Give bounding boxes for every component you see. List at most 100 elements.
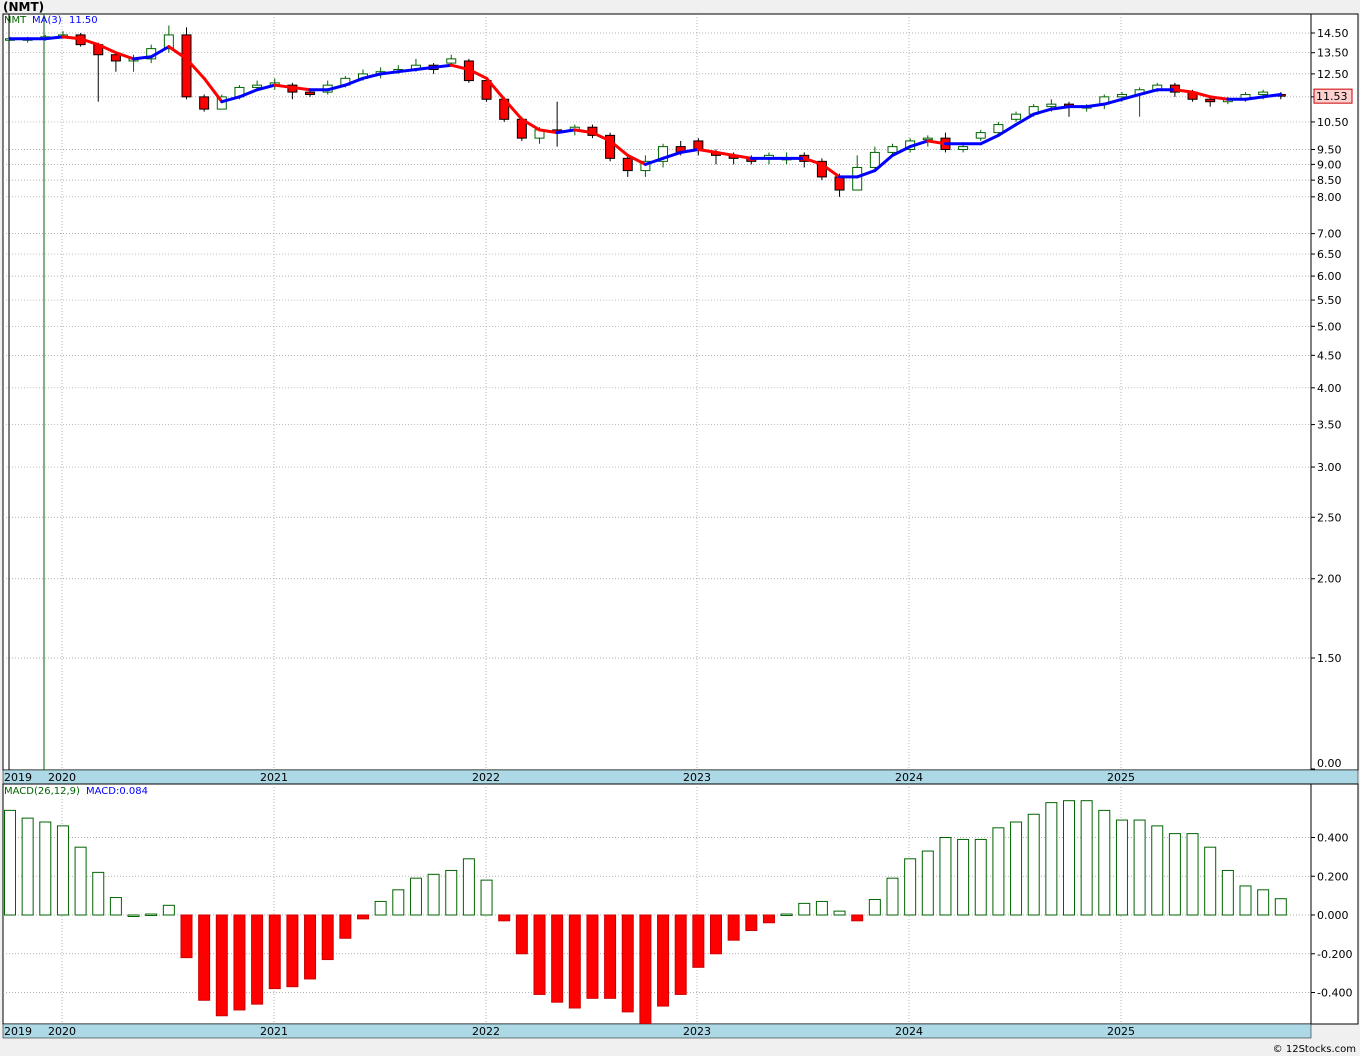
candle-body: [887, 146, 898, 153]
macd-bar: [4, 809, 16, 916]
macd-bar: [1045, 802, 1058, 916]
macd-bar: [21, 817, 34, 916]
ma-line-segment: [237, 88, 259, 99]
macd-bar: [1204, 846, 1217, 916]
candle-body: [605, 134, 616, 159]
ma-line-segment: [1261, 92, 1283, 99]
ma-line-segment: [873, 153, 894, 173]
candle-body: [1258, 91, 1269, 95]
candle-body: [163, 34, 174, 50]
macd-bar: [233, 914, 246, 1011]
ma-line-segment: [643, 156, 665, 166]
macd-bar: [109, 897, 122, 916]
candle-body: [869, 151, 880, 168]
ma-line-segment: [343, 76, 365, 87]
macd-bar: [604, 914, 617, 999]
ma-line-segment: [79, 37, 100, 47]
macd-bar: [445, 869, 458, 916]
macd-bar: [1063, 800, 1075, 916]
ma-line-segment: [255, 83, 277, 92]
macd-bar: [551, 914, 564, 1003]
macd-bar: [533, 914, 546, 995]
candle-body: [658, 146, 669, 162]
ma-line-segment: [855, 169, 877, 179]
price-y-tick-label: 0.00: [1317, 757, 1342, 770]
macd-bar: [127, 914, 140, 917]
macd-bar: [480, 879, 493, 916]
price-y-tick-label: 4.50: [1317, 349, 1342, 362]
price-y-tick-label: 4.00: [1317, 382, 1342, 395]
macd-bar: [56, 825, 69, 916]
ma-line-segment: [538, 128, 559, 135]
macd-bar: [1257, 889, 1270, 916]
ma-line-segment: [1120, 92, 1142, 101]
macd-bar: [745, 914, 758, 931]
ma-line-segment: [996, 123, 1018, 137]
macd-bar: [904, 858, 917, 916]
macd-bar: [1168, 833, 1181, 916]
macd-bar: [833, 910, 846, 916]
price-axis-panel: [1310, 13, 1359, 771]
price-y-tick-label: 8.00: [1317, 191, 1342, 204]
candle-body: [181, 34, 192, 98]
candle-body: [622, 157, 633, 172]
price-y-tick-label: 2.50: [1317, 511, 1342, 524]
price-y-tick-label: 5.00: [1317, 320, 1342, 333]
macd-bar: [939, 837, 952, 916]
ma-line-segment: [273, 83, 294, 89]
macd-bar: [639, 914, 652, 1024]
price-y-tick-label: 14.50: [1317, 27, 1349, 40]
ma-line-segment: [290, 85, 312, 92]
macd-bar: [198, 914, 211, 1001]
macd-bar: [780, 913, 793, 917]
macd-legend-value: MACD:0.084: [86, 786, 148, 797]
macd-bar: [921, 850, 934, 916]
macd-bar: [1239, 885, 1252, 916]
ma-line-segment: [696, 147, 718, 154]
ma-line-segment: [432, 63, 453, 69]
price-year-label: 2023: [683, 771, 711, 784]
candle-body: [958, 146, 969, 150]
candle-body: [993, 124, 1004, 134]
macd-bar: [710, 914, 722, 955]
price-year-label: 2024: [895, 771, 923, 784]
ma-line-segment: [114, 51, 136, 61]
macd-year-label: 2025: [1107, 1025, 1135, 1038]
ma-line-segment: [891, 145, 912, 157]
macd-bar: [251, 914, 264, 1005]
macd-bar: [357, 914, 369, 920]
macd-bar: [1133, 819, 1146, 916]
price-y-tick-label: 8.50: [1317, 174, 1342, 187]
candle-body: [446, 58, 457, 64]
macd-bar: [692, 914, 705, 968]
macd-year-label: 2022: [472, 1025, 500, 1038]
macd-bar: [498, 914, 511, 922]
price-year-label: 2020: [48, 771, 76, 784]
ma-line-segment: [1173, 88, 1195, 94]
candle-body: [975, 132, 986, 139]
price-y-tick-label: 10.50: [1317, 116, 1349, 129]
ma-line-segment: [379, 70, 400, 76]
macd-bar: [392, 889, 405, 916]
price-year-label: 2021: [260, 771, 288, 784]
ma-line-segment: [414, 65, 436, 72]
ma-line-segment: [396, 68, 418, 74]
ma-line-segment: [449, 63, 471, 72]
macd-bar: [815, 900, 828, 916]
ma-line-segment: [820, 162, 842, 179]
candle-body: [1116, 93, 1127, 98]
ma-line-segment: [96, 43, 118, 55]
ticker-title: (NMT): [3, 0, 45, 14]
macd-bar: [568, 914, 581, 1009]
macd-bar: [851, 914, 864, 922]
price-y-tick-label: 1.50: [1317, 652, 1342, 665]
macd-bar: [515, 914, 528, 955]
price-y-tick-label: 7.00: [1317, 228, 1342, 241]
macd-bar: [1274, 898, 1287, 916]
price-y-tick-label: 13.50: [1317, 47, 1349, 60]
macd-bar: [462, 858, 475, 916]
candle-body: [852, 166, 863, 191]
price-year-label: 2019: [4, 771, 32, 784]
candle-body: [640, 160, 651, 172]
